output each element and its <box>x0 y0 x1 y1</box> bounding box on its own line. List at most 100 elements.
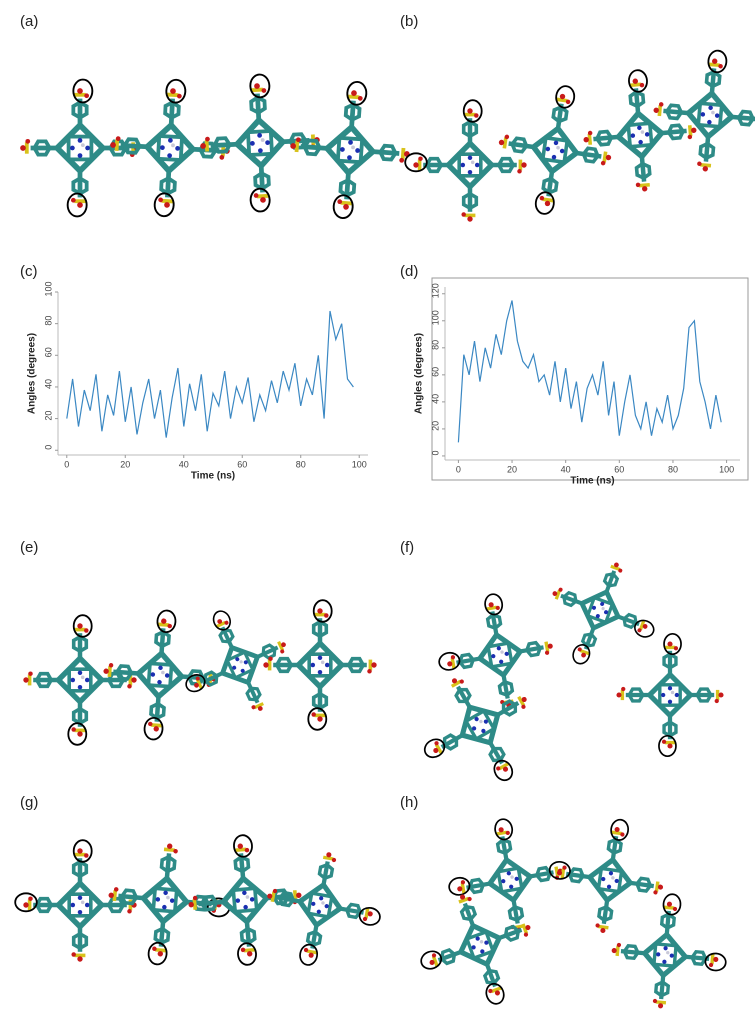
sulfur <box>544 641 550 653</box>
sulfur <box>114 139 120 152</box>
oxygen <box>317 716 323 722</box>
y-tick-label: 40 <box>43 379 53 389</box>
highlight-circle <box>233 834 253 858</box>
phenyl <box>507 904 525 923</box>
arm <box>653 102 689 121</box>
panel-label: (c) <box>20 263 38 280</box>
oxygen <box>71 952 76 957</box>
sulfur <box>710 953 715 965</box>
sulfur <box>654 881 660 892</box>
phenyl <box>602 572 620 588</box>
nitrogen <box>324 662 330 668</box>
nitrogen <box>258 148 263 153</box>
oxygen <box>621 686 626 692</box>
oxygen <box>77 731 83 737</box>
sulfur <box>542 197 554 203</box>
sulfur <box>277 641 285 652</box>
hydrogen <box>80 675 85 680</box>
oxygen <box>653 107 659 113</box>
nitrogen <box>77 670 83 676</box>
arm <box>661 123 697 141</box>
oxygen <box>158 197 163 203</box>
x-tick-label: 60 <box>614 464 624 474</box>
porphyrin-ring <box>463 708 497 742</box>
oxygen <box>131 677 137 683</box>
oxygen <box>521 696 527 703</box>
arm <box>290 137 328 157</box>
arm <box>108 887 144 906</box>
highlight-circle <box>156 609 177 634</box>
oxygen <box>192 895 198 901</box>
arm <box>404 152 449 174</box>
nitrogen <box>504 651 509 656</box>
nitrogen <box>600 601 605 606</box>
molecule <box>548 818 664 934</box>
nitrogen <box>608 871 614 876</box>
oxygen <box>718 692 724 698</box>
oxygen <box>28 896 33 901</box>
panel-label: (g) <box>20 794 38 811</box>
oxygen <box>290 143 296 149</box>
oxygen <box>272 888 278 894</box>
porphyrin-core <box>614 109 666 161</box>
phenyl <box>71 931 89 951</box>
oxygen <box>457 886 463 892</box>
arm <box>185 670 224 693</box>
oxygen <box>672 906 678 912</box>
oxygen <box>110 142 116 148</box>
oxygen <box>127 684 132 689</box>
nitrogen <box>311 901 316 906</box>
highlight-circle <box>404 152 428 173</box>
phenyl <box>34 671 54 689</box>
nitrogen <box>707 119 712 125</box>
nitrogen <box>347 155 352 160</box>
hydrogen <box>479 719 483 724</box>
molecule <box>200 73 320 213</box>
nitrogen <box>460 162 466 168</box>
nitrogen <box>484 940 489 945</box>
porphyrin-ring <box>696 101 724 129</box>
arm <box>448 876 491 896</box>
arm <box>634 156 652 192</box>
panel-label: (f) <box>400 539 414 556</box>
phenyl <box>594 129 614 147</box>
nitrogen <box>601 876 606 882</box>
nitrogen <box>595 614 600 619</box>
arm <box>153 170 177 218</box>
porphyrin-core <box>139 874 191 926</box>
oxygen <box>115 136 121 141</box>
molecule <box>263 599 377 731</box>
nitrogen <box>317 655 323 661</box>
highlight-circle <box>332 194 354 220</box>
sulfur <box>587 133 593 145</box>
oxygen <box>367 911 373 917</box>
arm <box>461 186 479 222</box>
arm <box>420 947 462 970</box>
arm <box>438 651 481 671</box>
oxygen <box>195 676 200 681</box>
x-axis-title: Time (ns) <box>570 476 614 487</box>
arm <box>461 99 483 144</box>
arm <box>496 695 527 717</box>
porphyrin-ring <box>156 134 184 162</box>
sulfur <box>450 657 456 669</box>
sulfur <box>630 82 642 88</box>
arm <box>71 614 93 659</box>
oxygen <box>488 988 493 994</box>
porphyrin-ring <box>335 135 365 165</box>
arm <box>617 612 655 638</box>
hydrogen <box>500 650 504 654</box>
arm <box>690 687 724 704</box>
porphyrin-core <box>54 879 106 931</box>
y-tick-label: 100 <box>43 281 53 296</box>
nitrogen <box>714 113 720 118</box>
nitrogen <box>167 153 172 158</box>
sulfur <box>610 564 621 572</box>
porphyrin-core <box>219 874 271 926</box>
oxygen <box>77 848 83 854</box>
molecule <box>420 894 531 1005</box>
nitrogen <box>514 876 519 881</box>
nitrogen <box>348 140 353 145</box>
phenyl <box>302 138 322 157</box>
phenyl <box>654 980 671 998</box>
